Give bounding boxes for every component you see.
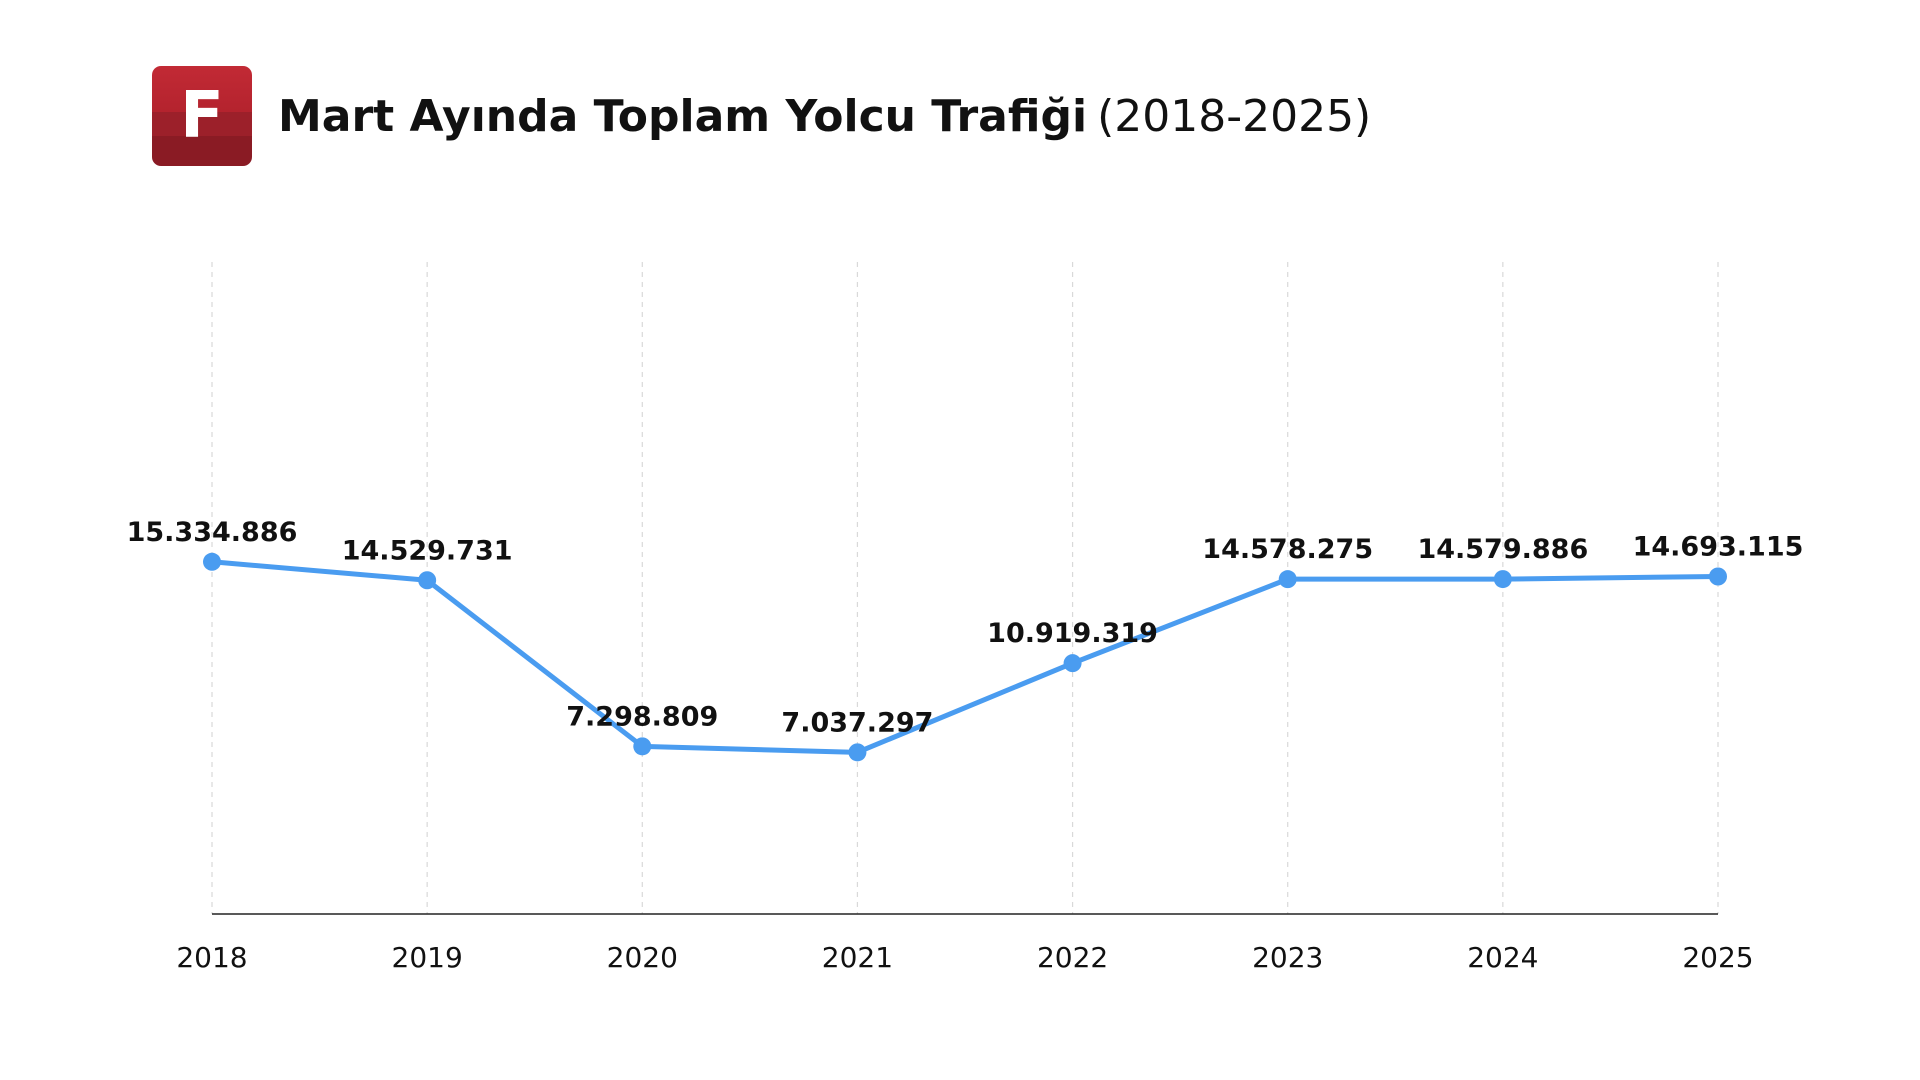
x-tick-label-2020: 2020 bbox=[607, 941, 678, 974]
data-point-2025[interactable] bbox=[1709, 567, 1727, 586]
chart-title-main: Mart Ayında Toplam Yolcu Trafiği bbox=[278, 90, 1088, 142]
data-labels: 15.334.886 14.529.731 7.298.809 7.037.297 10… bbox=[127, 517, 1804, 739]
data-label-2022: 10.919.319 bbox=[987, 618, 1158, 649]
data-label-2025: 14.693.115 bbox=[1633, 531, 1804, 562]
logo-letter: F bbox=[180, 79, 224, 153]
chart-title: Mart Ayında Toplam Yolcu Trafiği (2018-20… bbox=[278, 91, 1371, 142]
data-label-2020: 7.298.809 bbox=[566, 701, 718, 732]
x-tick-labels: 2018 2019 2020 2021 2022 2023 2024 2025 bbox=[176, 941, 1753, 974]
data-point-2022[interactable] bbox=[1063, 654, 1082, 673]
x-tick-label-2025: 2025 bbox=[1682, 941, 1753, 974]
x-tick-label-2018: 2018 bbox=[176, 941, 247, 974]
data-label-2018: 15.334.886 bbox=[127, 517, 298, 548]
data-point-2020[interactable] bbox=[633, 737, 652, 756]
data-point-2023[interactable] bbox=[1278, 570, 1297, 589]
data-point-2019[interactable] bbox=[418, 571, 437, 590]
data-point-2021[interactable] bbox=[848, 743, 867, 762]
data-label-2019: 14.529.731 bbox=[342, 535, 513, 566]
grid-lines bbox=[211, 262, 1719, 914]
x-tick-label-2021: 2021 bbox=[822, 941, 893, 974]
chart-header: F Mart Ayında Toplam Yolcu Trafiği (2018-… bbox=[152, 66, 1371, 166]
data-label-2024: 14.579.886 bbox=[1417, 534, 1588, 565]
data-point-2024[interactable] bbox=[1493, 570, 1512, 589]
x-tick-label-2022: 2022 bbox=[1037, 941, 1108, 974]
data-points bbox=[203, 552, 1727, 762]
data-label-2023: 14.578.275 bbox=[1202, 534, 1373, 565]
chart-title-sub: (2018-2025) bbox=[1097, 90, 1372, 142]
series-line-layer bbox=[209, 559, 1721, 755]
data-label-2021: 7.037.297 bbox=[781, 707, 933, 738]
x-tick-label-2019: 2019 bbox=[392, 941, 463, 974]
series-line bbox=[209, 559, 1721, 755]
brand-logo: F bbox=[152, 66, 252, 166]
x-tick-label-2024: 2024 bbox=[1467, 941, 1538, 974]
data-point-2018[interactable] bbox=[203, 552, 221, 571]
x-tick-label-2023: 2023 bbox=[1252, 941, 1323, 974]
